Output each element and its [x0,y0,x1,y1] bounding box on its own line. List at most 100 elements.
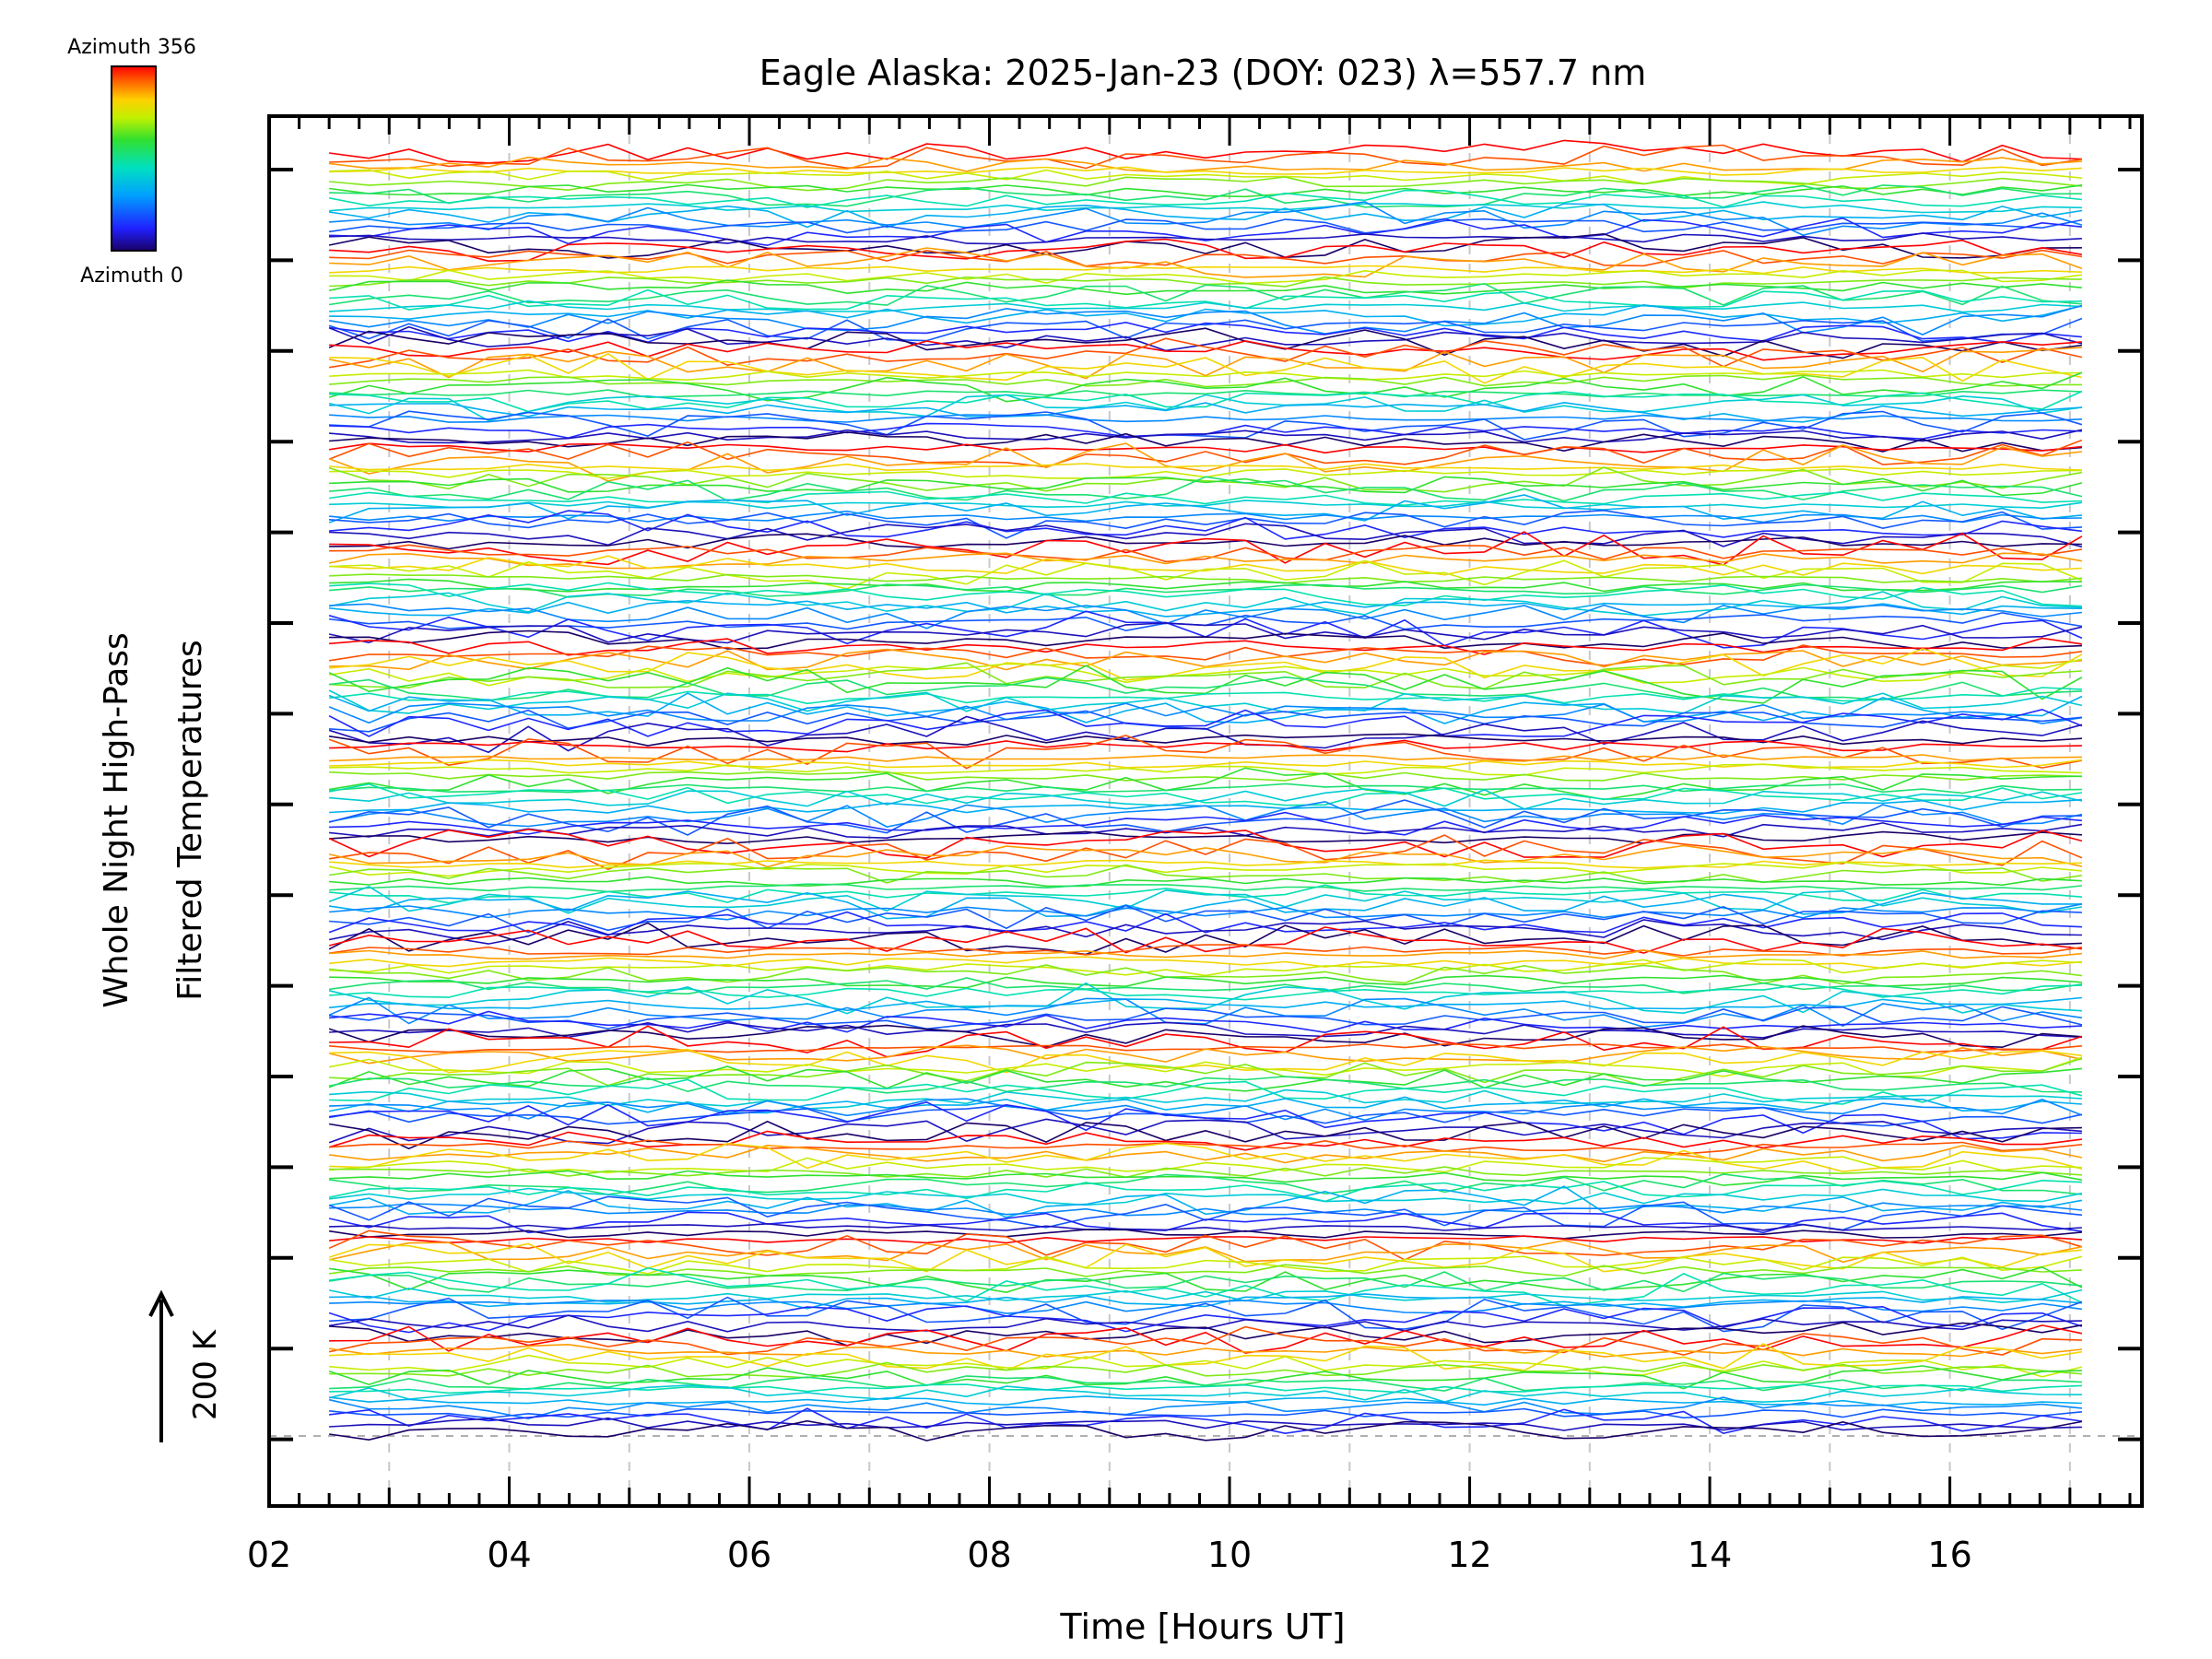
series-line [328,337,2083,369]
series-line [329,429,2083,444]
series-line [328,183,2083,198]
x-tick-label: 08 [967,1535,1011,1575]
series-line [329,559,2083,590]
series-line [328,622,2083,644]
series-line [328,1096,2082,1114]
series-line [329,974,2082,989]
series-line [329,1383,2082,1394]
series-line [329,1354,2083,1378]
series-line [329,533,2082,550]
series-line [329,1361,2082,1379]
series-line [329,389,2082,399]
series-line [329,1300,2083,1314]
scale-bar-label: 200 K [187,1328,224,1420]
series-line [329,184,2082,208]
series-line [329,510,2082,540]
series-line [328,442,2082,482]
series-line [329,782,2082,794]
series-line [329,303,2083,327]
series-line [329,217,2082,247]
series-line [328,591,2082,617]
series-line [329,1202,2082,1217]
plot-frame [267,114,2144,1508]
series-line [328,733,2082,747]
series-line [328,1242,2082,1273]
series-line [329,1142,2083,1173]
series-line [329,648,2082,671]
series-line [328,1056,2083,1077]
colorbar-gradient [111,65,157,252]
x-tick-label: 10 [1207,1535,1252,1575]
series-line [329,169,2082,186]
series-line [328,317,2083,343]
y-axis-label-line2: Filtered Temperatures [171,640,209,1001]
series-line [329,1010,2082,1034]
colorbar-bottom-label: Azimuth 0 [80,265,183,288]
series-line [328,442,2082,456]
series-line [328,1314,2082,1333]
series-line [328,1144,2083,1164]
series-line [328,552,2083,570]
series-line [329,763,2082,776]
series-line [329,247,2083,278]
series-line [329,1324,2083,1354]
colorbar: Azimuth 356 Azimuth 0 [67,36,196,288]
series-line [328,890,2082,920]
series-line [328,394,2083,422]
series-line [328,735,2083,770]
series-line [328,1076,2082,1094]
series-line [329,1042,2082,1053]
series-line [328,864,2083,884]
series-line [329,300,2082,313]
series-line [329,1057,2083,1088]
series-line [328,1044,2083,1065]
series-line [328,782,2083,806]
series-line [329,374,2082,388]
series-line [329,1166,2082,1179]
series-line [329,340,2082,361]
series-line [328,1305,2083,1334]
series-line [328,1265,2083,1294]
series-line [329,144,2083,170]
series-line [328,1185,2083,1218]
series-line [328,466,2083,493]
chart-title: Eagle Alaska: 2025-Jan-23 (DOY: 023) λ=5… [759,53,1647,93]
series-line [328,325,2083,352]
series-line [329,759,2083,770]
series-line [329,573,2082,584]
series-line [329,500,2083,510]
series-line [329,410,2083,441]
series-line [329,1021,2082,1039]
series-line [328,139,2082,164]
series-line [328,1255,2083,1275]
series-line [328,189,2082,208]
series-line [329,544,2083,563]
series-line [328,1130,2083,1151]
series-line [328,1343,2082,1358]
series-line [329,1407,2083,1435]
series-line [329,859,2082,869]
series-line [329,1322,2083,1347]
series-line [329,1187,2083,1206]
x-tick-label: 14 [1688,1535,1732,1575]
series-line [329,1139,2082,1155]
series-line [329,599,2082,618]
series-line [328,1120,2082,1150]
series-line [328,977,2083,995]
series-line [328,944,2083,957]
series-line [328,304,2083,335]
series-line [329,754,2082,762]
series-line [329,1098,2083,1122]
series-line [329,637,2083,656]
series-line [328,494,2082,524]
x-tick-label: 06 [727,1535,771,1575]
series-line [329,822,2083,840]
series-line [329,1048,2082,1074]
series-line [329,583,2083,598]
series-line [329,603,2082,629]
series-line [329,166,2082,176]
series-line [329,476,2083,497]
x-tick-label: 02 [247,1535,291,1575]
series-line [329,156,2082,173]
series-line [328,800,2083,828]
